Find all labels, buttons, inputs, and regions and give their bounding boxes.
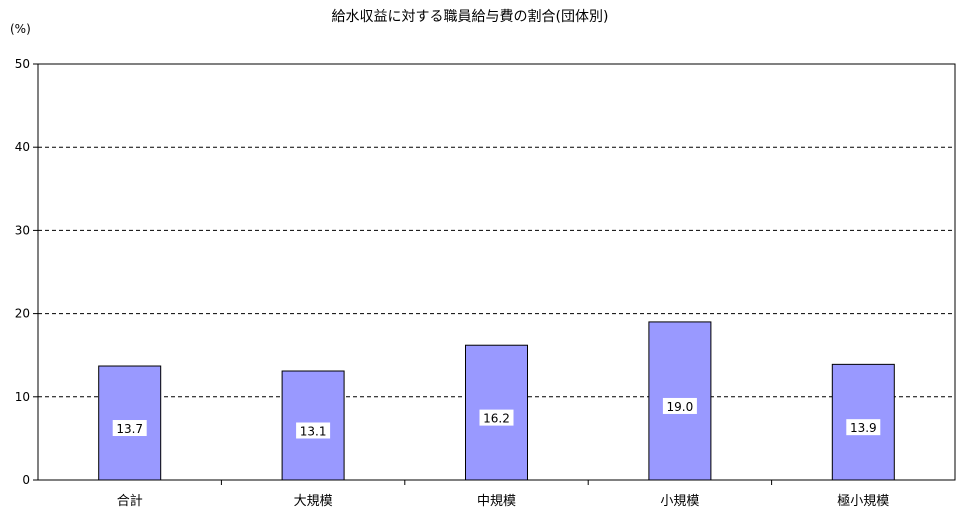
x-category-label: 大規模 bbox=[294, 494, 333, 509]
x-category-label: 極小規模 bbox=[837, 493, 889, 509]
data-label: 13.9 bbox=[850, 421, 877, 435]
chart-title: 給水収益に対する職員給与費の割合(団体別) bbox=[332, 8, 609, 25]
data-label-box bbox=[479, 409, 514, 426]
data-label-box bbox=[846, 419, 881, 436]
data-label: 19.0 bbox=[667, 400, 694, 414]
x-category-label: 小規模 bbox=[660, 494, 699, 509]
data-label-box bbox=[112, 420, 147, 437]
x-category-label: 中規模 bbox=[477, 494, 516, 509]
y-tick-label: 20 bbox=[15, 307, 30, 321]
y-axis: 0 10 20 30 40 50 bbox=[15, 57, 38, 487]
bars: 13.7 13.1 16.2 19.0 13.9 bbox=[98, 321, 895, 481]
y-tick-label: 0 bbox=[22, 473, 30, 487]
data-label-box bbox=[662, 397, 697, 414]
data-label-box bbox=[296, 422, 331, 439]
y-tick-label: 40 bbox=[15, 140, 30, 154]
y-tick-label: 30 bbox=[15, 223, 30, 237]
data-label: 16.2 bbox=[483, 412, 510, 426]
x-category-label: 合計 bbox=[117, 493, 143, 509]
y-tick-label: 50 bbox=[15, 57, 30, 71]
x-axis: 合計 大規模 中規模 小規模 極小規模 bbox=[117, 480, 889, 509]
data-label: 13.7 bbox=[116, 422, 143, 436]
y-tick-label: 10 bbox=[15, 390, 30, 404]
data-label: 13.1 bbox=[300, 425, 327, 439]
y-axis-unit-label: (%) bbox=[10, 22, 31, 36]
